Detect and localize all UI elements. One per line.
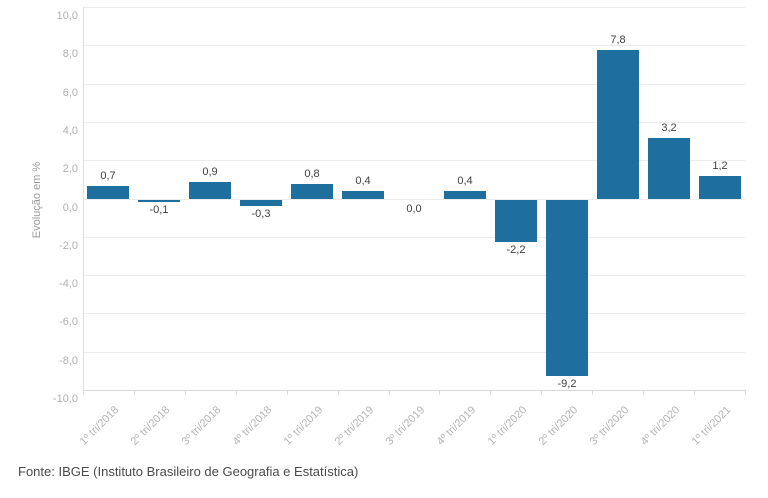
bar-4º tri/2020[interactable]	[648, 138, 690, 199]
x-axis-category-label: 2º tri/2019	[332, 404, 377, 448]
x-axis-category-label: 4º tri/2019	[434, 404, 479, 448]
y-gridline	[83, 122, 745, 123]
bar-value-label: 0,4	[355, 175, 371, 187]
x-axis-tick	[592, 391, 593, 395]
x-axis-tick	[745, 391, 746, 395]
y-gridline	[83, 84, 745, 85]
x-axis-tick	[287, 391, 288, 395]
bar-3º tri/2018[interactable]	[189, 182, 231, 199]
bar-value-label: 0,0	[406, 203, 422, 215]
x-axis-category-label: 2º tri/2018	[128, 404, 173, 448]
source-note: Fonte: IBGE (Instituto Brasileiro de Geo…	[18, 464, 359, 479]
x-axis-category-label: 1º tri/2018	[77, 404, 122, 448]
y-gridline	[83, 313, 745, 314]
bar-value-label: 0,4	[457, 175, 473, 187]
bar-1º tri/2021[interactable]	[699, 176, 741, 199]
bar-2º tri/2018[interactable]	[138, 200, 180, 202]
bar-1º tri/2018[interactable]	[87, 186, 129, 199]
y-axis-tick-label: 2,0	[62, 163, 78, 175]
y-axis-tick-label: -4,0	[59, 278, 78, 290]
y-gridline	[83, 160, 745, 161]
x-axis-tick	[439, 391, 440, 395]
x-axis-category-label: 4º tri/2018	[230, 404, 275, 448]
y-axis-tick-label: 4,0	[62, 125, 78, 137]
bar-value-label: -9,2	[557, 378, 577, 390]
x-axis-category-label: 3º tri/2020	[587, 404, 632, 448]
bar-value-label: 1,2	[712, 160, 728, 172]
bar-3º tri/2020[interactable]	[597, 50, 639, 199]
bar-2º tri/2020[interactable]	[546, 200, 588, 376]
y-axis-tick-label: 6,0	[62, 87, 78, 99]
x-axis-category-label: 2º tri/2020	[536, 404, 581, 448]
bar-value-label: 3,2	[661, 122, 677, 134]
y-axis-tick-label: -2,0	[59, 240, 78, 252]
y-gridline	[83, 7, 745, 8]
bar-value-label: -2,2	[506, 244, 526, 256]
x-axis-category-label: 1º tri/2020	[485, 404, 530, 448]
x-axis-category-label: 1º tri/2019	[281, 404, 326, 448]
y-axis-tick-label: 8,0	[62, 48, 78, 60]
bar-4º tri/2019[interactable]	[444, 191, 486, 199]
bar-1º tri/2020[interactable]	[495, 200, 537, 242]
x-axis-tick	[134, 391, 135, 395]
y-axis-title: Evolução em %	[31, 161, 43, 239]
bar-1º tri/2019[interactable]	[291, 184, 333, 199]
y-gridline	[83, 275, 745, 276]
bar-value-label: -0,3	[251, 208, 271, 220]
x-axis-tick	[643, 391, 644, 395]
y-axis-tick-label: 10,0	[56, 10, 78, 22]
y-axis-tick-label: -10,0	[52, 393, 78, 405]
y-gridline	[83, 199, 745, 200]
bar-value-label: -0,1	[149, 204, 169, 216]
y-axis-tick-label: -6,0	[59, 316, 78, 328]
x-axis-category-label: 1º tri/2021	[689, 404, 734, 448]
x-axis-category-label: 3º tri/2018	[179, 404, 224, 448]
y-gridline	[83, 237, 745, 238]
bar-value-label: 0,9	[202, 166, 218, 178]
y-gridline	[83, 45, 745, 46]
bar-value-label: 0,7	[100, 170, 116, 182]
x-axis-tick	[389, 391, 390, 395]
bar-value-label: 7,8	[610, 34, 626, 46]
x-axis-tick	[83, 391, 84, 395]
x-axis-tick	[694, 391, 695, 395]
y-gridline	[83, 352, 745, 353]
bar-2º tri/2019[interactable]	[342, 191, 384, 199]
bar-value-label: 0,8	[304, 168, 320, 180]
bar-4º tri/2018[interactable]	[240, 200, 282, 206]
x-axis-tick	[185, 391, 186, 395]
x-axis-line	[83, 390, 746, 391]
y-axis-tick-label: 0,0	[62, 202, 78, 214]
x-axis-tick	[490, 391, 491, 395]
x-axis-tick	[236, 391, 237, 395]
y-axis-tick-label: -8,0	[59, 355, 78, 367]
x-axis-category-label: 3º tri/2019	[383, 404, 428, 448]
x-axis-tick	[338, 391, 339, 395]
y-axis-line	[83, 7, 84, 390]
x-axis-category-label: 4º tri/2020	[638, 404, 683, 448]
x-axis-tick	[541, 391, 542, 395]
